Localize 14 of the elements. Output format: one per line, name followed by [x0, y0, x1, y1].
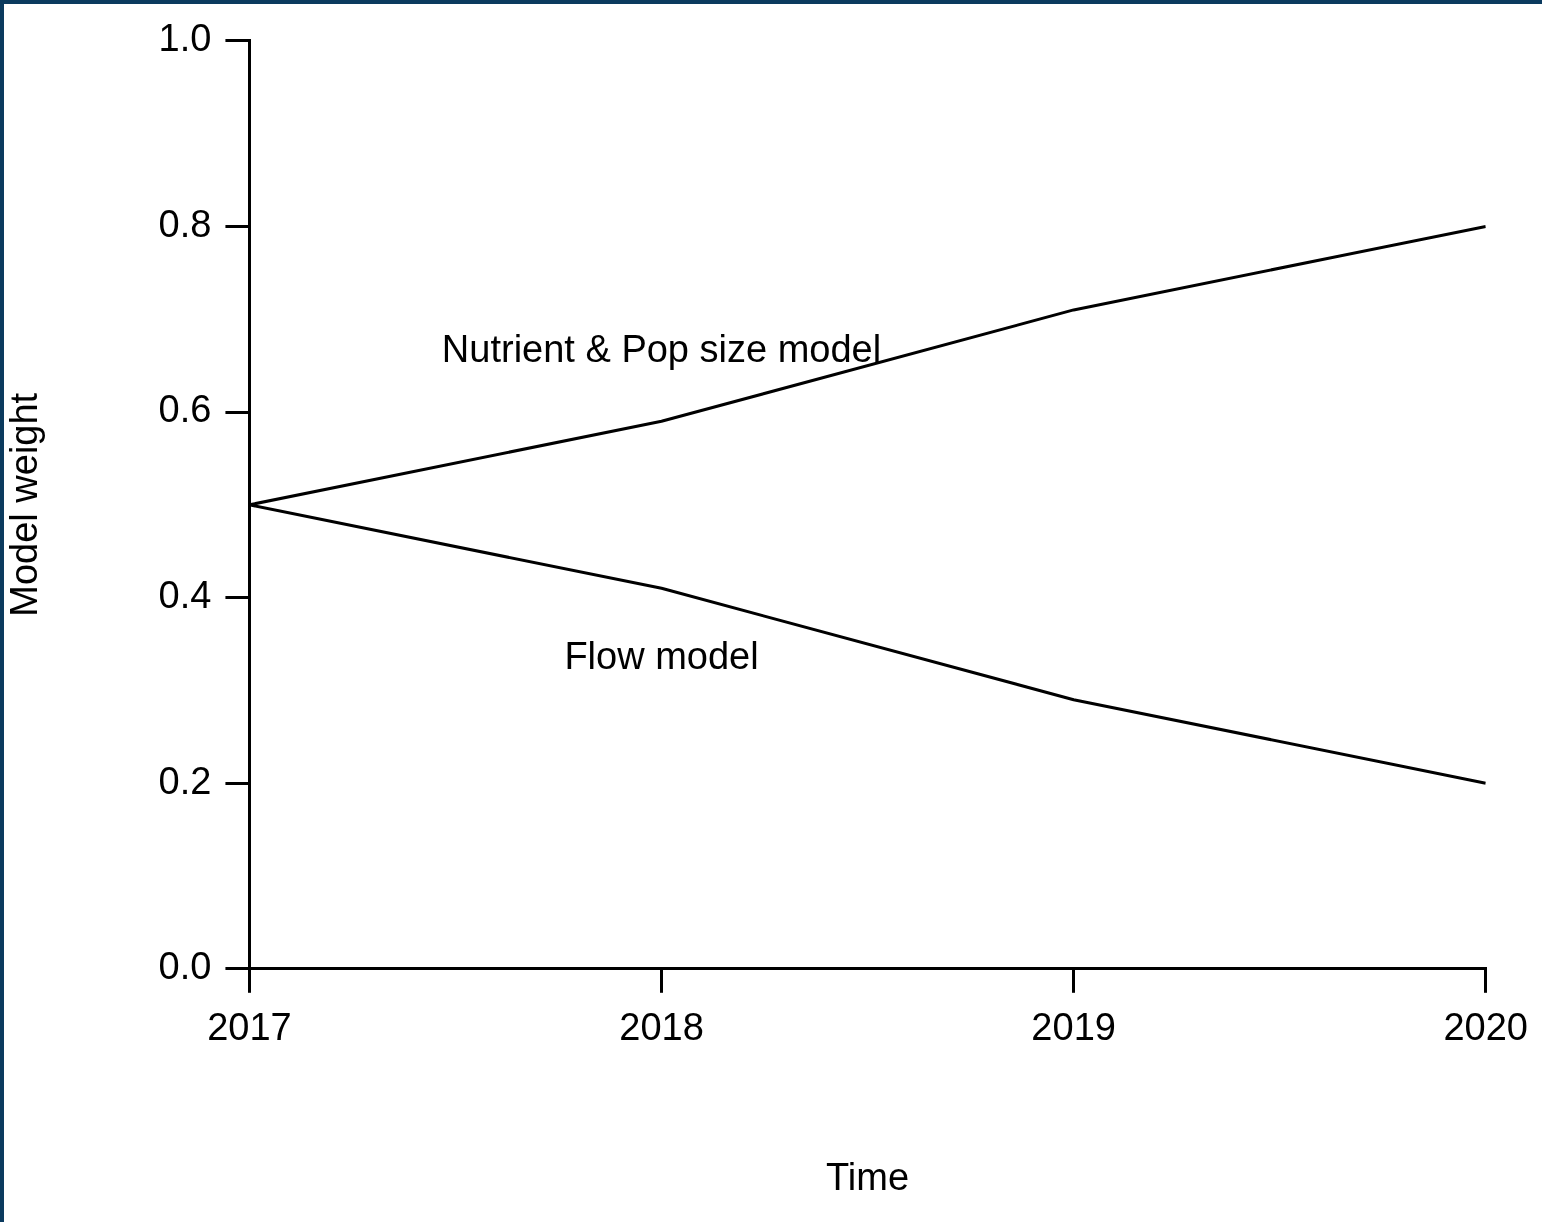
y-axis-title: Model weight	[3, 392, 46, 617]
x-tick-label: 2017	[207, 1006, 292, 1049]
y-tick-label: 0.8	[158, 202, 212, 245]
y-tick-label: 1.0	[158, 17, 212, 60]
y-tick-label: 0.4	[158, 574, 212, 617]
series-label: Nutrient & Pop size model	[441, 327, 882, 370]
y-tick-label: 0.0	[158, 945, 212, 988]
series-label: Flow model	[564, 634, 759, 677]
x-tick-label: 2018	[619, 1006, 704, 1049]
y-tick-label: 0.6	[158, 388, 212, 431]
x-tick-label: 2019	[1031, 1006, 1116, 1049]
y-tick-label: 0.2	[158, 759, 212, 802]
x-axis-title: Time	[826, 1155, 910, 1198]
x-tick-label: 2020	[1443, 1006, 1529, 1049]
